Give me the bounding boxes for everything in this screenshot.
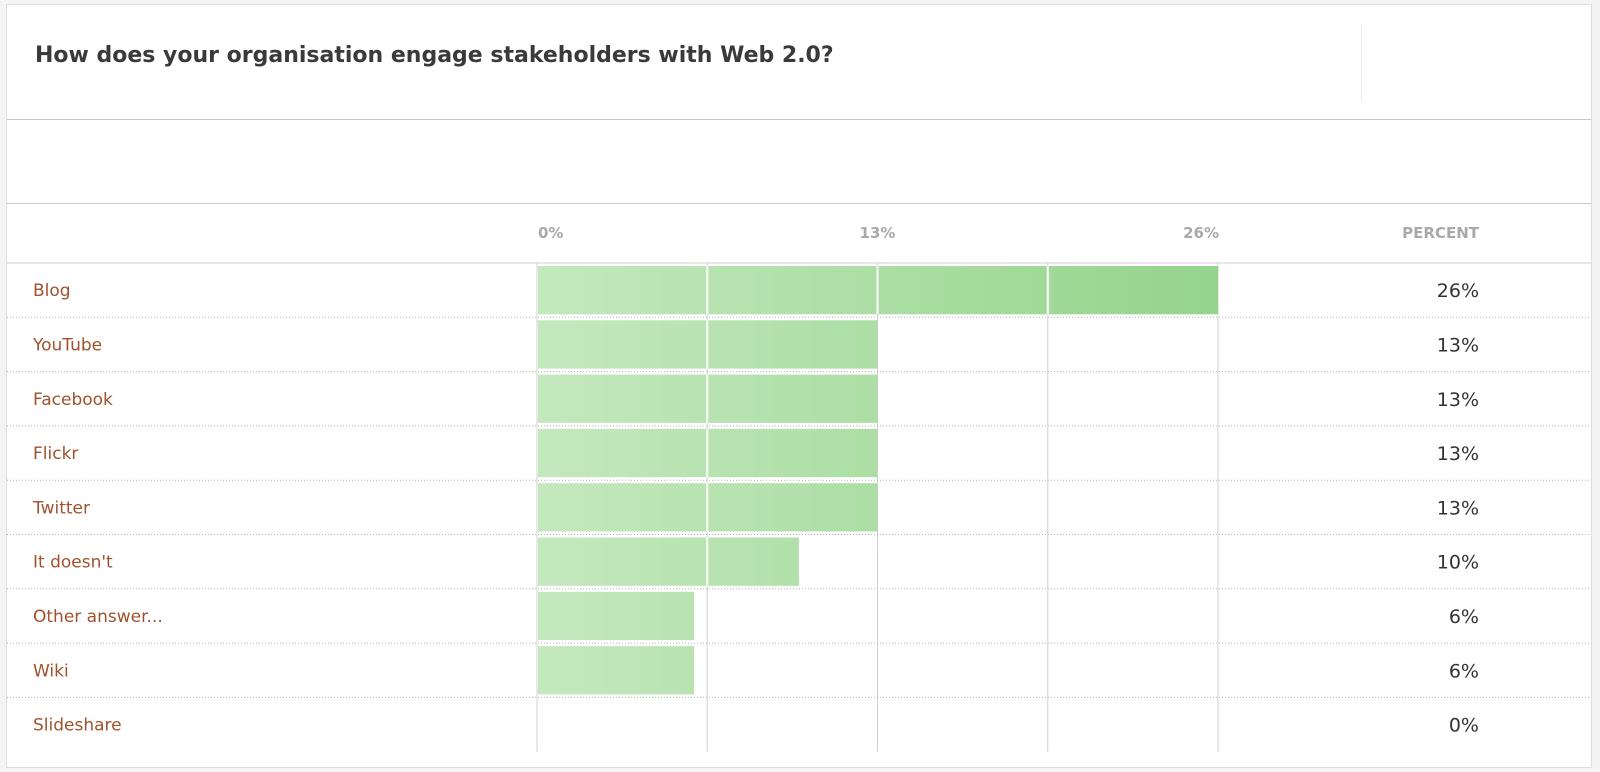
- value-label: 26%: [1437, 280, 1479, 302]
- x-tick-label: 0%: [538, 224, 563, 242]
- header-divider: [7, 119, 1591, 120]
- value-label: 6%: [1449, 606, 1479, 628]
- value-label: 13%: [1437, 334, 1479, 356]
- value-label: 6%: [1449, 660, 1479, 682]
- chart-title: How does your organisation engage stakeh…: [35, 43, 834, 68]
- category-label: YouTube: [32, 335, 102, 355]
- title-divider: [1361, 23, 1362, 101]
- category-label: Blog: [33, 281, 71, 301]
- category-label: Twitter: [32, 498, 90, 518]
- poll-results-panel: How does your organisation engage stakeh…: [6, 4, 1592, 768]
- value-label: 13%: [1437, 389, 1479, 411]
- x-tick-label: 13%: [860, 224, 896, 242]
- category-label: Other answer...: [33, 607, 163, 627]
- value-label: 0%: [1449, 715, 1479, 737]
- table-top-divider: [7, 203, 1591, 204]
- x-tick-label: 26%: [1183, 224, 1219, 242]
- category-label: Slideshare: [33, 716, 122, 736]
- bar: [538, 646, 695, 695]
- category-label: Facebook: [33, 390, 113, 410]
- value-label: 10%: [1437, 552, 1479, 574]
- value-label: 13%: [1437, 443, 1479, 465]
- category-label: Flickr: [33, 444, 78, 464]
- percent-column-header: PERCENT: [1402, 224, 1480, 242]
- category-label: Wiki: [33, 661, 69, 681]
- bar: [538, 537, 799, 586]
- value-label: 13%: [1437, 497, 1479, 519]
- bar: [538, 591, 695, 641]
- category-label: It doesn't: [33, 553, 113, 573]
- bar-chart: 0% 13% 26% PERCENT Blog 26% YouTube 13% Facebook…: [7, 224, 1591, 752]
